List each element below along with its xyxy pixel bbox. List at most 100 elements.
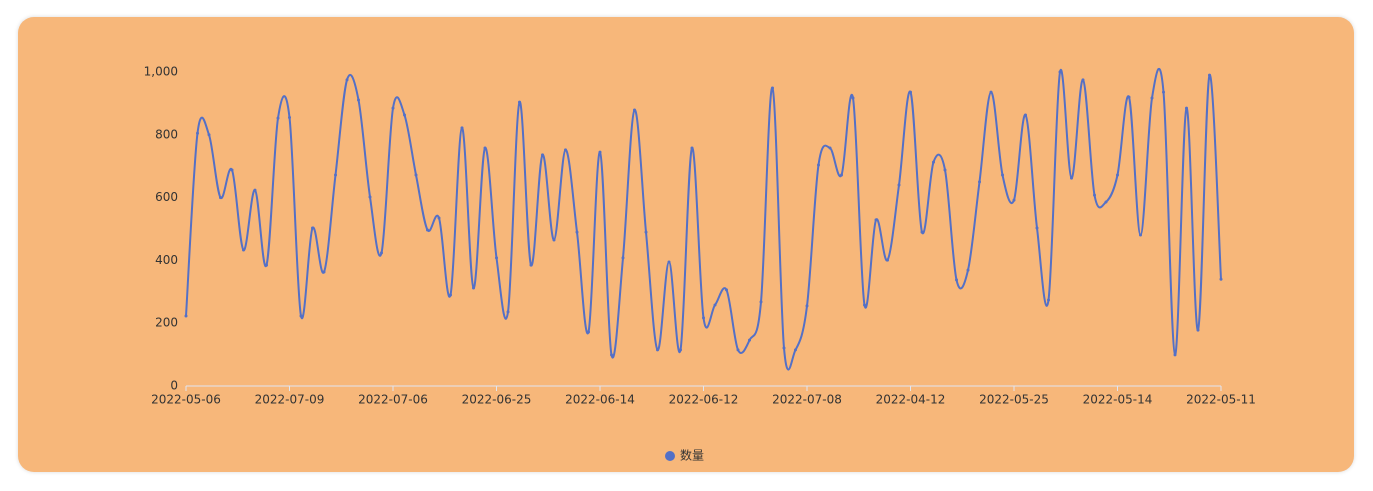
y-tick-label: 0 [170, 379, 178, 393]
point [610, 353, 613, 357]
point [207, 133, 211, 137]
point [426, 228, 429, 232]
point [506, 310, 510, 314]
point [575, 230, 579, 234]
point [955, 278, 958, 282]
x-tick-label: 2022-06-25 [462, 393, 532, 407]
point [1047, 298, 1050, 302]
point [437, 216, 441, 220]
x-tick-label: 2022-07-09 [255, 393, 325, 407]
point [403, 113, 406, 117]
point [1208, 73, 1211, 77]
point [230, 168, 234, 172]
point [966, 268, 970, 272]
point [449, 293, 452, 297]
legend-marker [665, 451, 675, 461]
point [1219, 277, 1223, 281]
point [334, 173, 337, 177]
point [840, 173, 843, 177]
point [920, 230, 924, 234]
point [184, 314, 188, 318]
point [518, 100, 521, 104]
point [656, 348, 659, 352]
point [782, 346, 786, 350]
point [863, 303, 866, 307]
point [1150, 96, 1154, 100]
point [196, 131, 199, 135]
point [621, 256, 625, 260]
point [541, 153, 544, 157]
point [759, 300, 763, 304]
point [483, 146, 487, 150]
point [299, 314, 303, 318]
x-tick-label: 2022-04-12 [876, 393, 946, 407]
point [1035, 226, 1039, 230]
point [1139, 233, 1142, 237]
point [322, 270, 326, 274]
point [874, 218, 878, 222]
legend-label: 数量 [680, 448, 704, 463]
point [1070, 176, 1073, 180]
point [1116, 173, 1119, 177]
point [587, 330, 590, 334]
y-tick-label: 800 [155, 127, 178, 141]
point [311, 226, 314, 230]
point [288, 116, 291, 120]
point [564, 148, 567, 152]
point [1024, 113, 1027, 117]
point [702, 316, 705, 320]
point [736, 348, 740, 352]
point [725, 288, 728, 292]
point [265, 263, 268, 267]
point [1058, 70, 1062, 74]
point [644, 230, 648, 234]
y-tick-label: 600 [155, 190, 178, 204]
point [1093, 193, 1096, 197]
point [345, 78, 349, 82]
point [1196, 328, 1200, 332]
point [380, 251, 383, 255]
point [886, 258, 889, 262]
point [817, 163, 820, 167]
x-tick-label: 2022-07-08 [772, 393, 842, 407]
point [1173, 353, 1177, 357]
point [713, 303, 717, 307]
point [667, 260, 671, 264]
point [1162, 90, 1165, 94]
x-tick-label: 2022-05-11 [1186, 393, 1256, 407]
point [391, 106, 395, 110]
point [679, 348, 682, 352]
x-tick-label: 2022-05-06 [151, 393, 221, 407]
point [357, 98, 360, 102]
y-tick-label: 400 [155, 253, 178, 267]
point [414, 173, 418, 177]
point [989, 90, 993, 94]
point [1185, 106, 1188, 110]
point [748, 338, 751, 342]
x-tick-label: 2022-07-06 [358, 393, 428, 407]
x-tick-label: 2022-05-25 [979, 393, 1049, 407]
x-tick-label: 2022-06-14 [565, 393, 635, 407]
point [794, 348, 797, 352]
y-tick-label: 200 [155, 316, 178, 330]
point [276, 116, 280, 120]
point [1127, 95, 1131, 99]
point [1012, 198, 1016, 202]
point [897, 183, 901, 187]
point [253, 188, 257, 192]
point [242, 248, 245, 252]
point [460, 126, 464, 130]
x-tick-label: 2022-06-12 [669, 393, 739, 407]
point [368, 195, 372, 199]
point [472, 286, 475, 290]
point [909, 90, 912, 94]
point [805, 304, 809, 308]
point [943, 168, 947, 172]
point [552, 238, 556, 242]
point [828, 146, 832, 150]
point [598, 150, 602, 154]
point [219, 196, 222, 200]
point [495, 256, 498, 260]
point [978, 180, 981, 184]
